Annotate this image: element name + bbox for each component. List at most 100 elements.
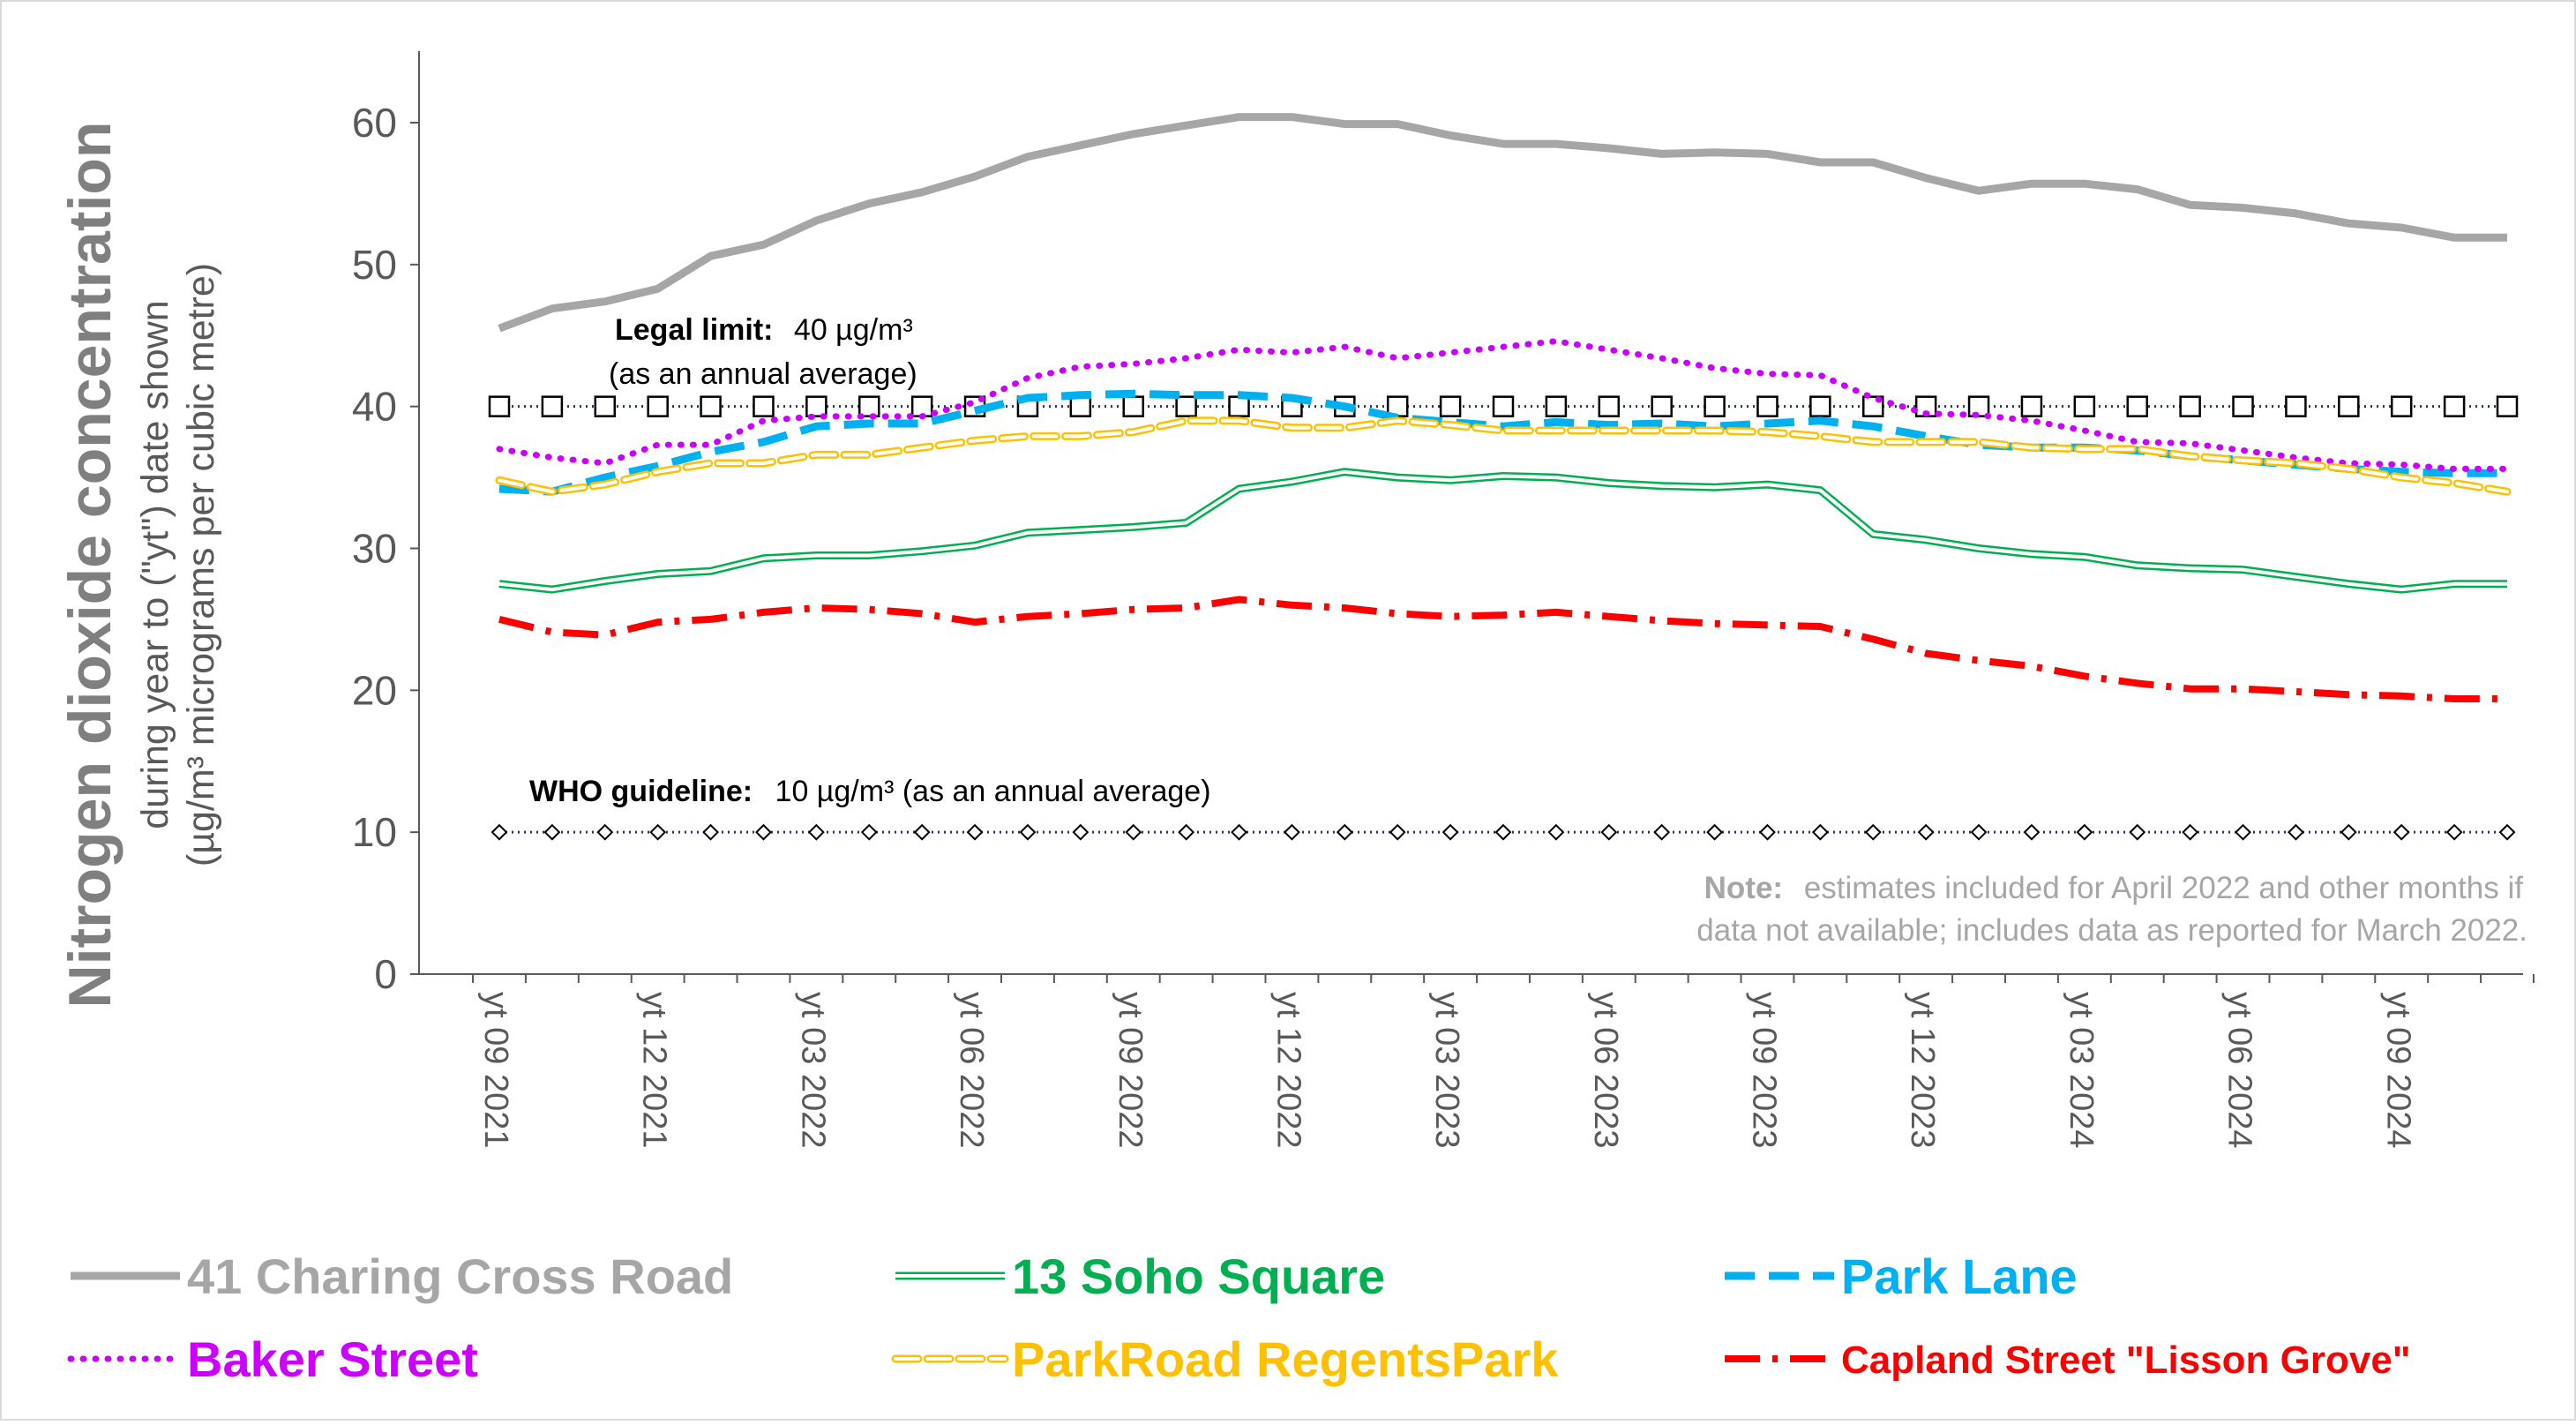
y-tick-label: 10 [352, 809, 397, 855]
legend-label: Capland Street "Lisson Grove" [1841, 1339, 2411, 1382]
who-guideline-marker [966, 823, 984, 841]
legend-label: Baker Street [187, 1331, 478, 1387]
who-guideline-marker [2235, 823, 2251, 841]
legal-limit-marker [1122, 395, 1144, 417]
legal-limit-annotation: Legal limit: 40 µg/m³ [615, 313, 913, 347]
who-guideline-marker [1284, 823, 1300, 841]
who-guideline-marker [2182, 823, 2199, 841]
series-line [498, 596, 2507, 702]
x-tick-label: yt 03 2024 [2063, 992, 2100, 1148]
legend-label: 41 Charing Cross Road [187, 1249, 733, 1304]
y-tick-label: 50 [352, 242, 397, 288]
x-tick-label: yt 06 2022 [953, 992, 990, 1148]
legend-label: ParkRoad RegentsPark [1012, 1331, 1559, 1387]
note-label: Note: [1704, 871, 1783, 905]
who-guideline-marker [913, 823, 931, 841]
legal-limit-marker [1069, 395, 1092, 417]
legend-label: 13 Soho Square [1012, 1249, 1385, 1304]
who-guideline-marker [1970, 823, 1988, 841]
who-guideline-marker [649, 823, 667, 841]
y-tick-label: 40 [352, 384, 397, 430]
legend-label: Park Lane [1841, 1249, 2078, 1304]
note-line-1: Note: estimates included for April 2022 … [1704, 871, 2524, 905]
series-line [498, 113, 2507, 333]
legal-limit-marker [753, 395, 775, 417]
legal-limit-marker [2390, 395, 2413, 417]
who-guideline-marker [1494, 823, 1512, 841]
x-tick-label: yt 12 2022 [1269, 992, 1307, 1148]
y-tick-label: 30 [352, 526, 397, 572]
who-guideline-marker [2076, 823, 2093, 841]
who-guideline-marker [1811, 823, 1829, 841]
x-tick-label: yt 03 2023 [1428, 992, 1465, 1148]
who-guideline-value: 10 µg/m³ (as an annual average) [775, 775, 1211, 808]
who-guideline-marker [1336, 823, 1353, 841]
who-guideline-marker [2129, 823, 2146, 841]
who-guideline-marker [2023, 823, 2041, 841]
who-guideline-marker [2340, 823, 2357, 841]
legal-limit-label: Legal limit: [615, 313, 773, 347]
who-guideline-marker [1706, 823, 1723, 841]
who-guideline-marker [543, 823, 561, 841]
legal-limit-marker [2020, 395, 2043, 417]
who-guideline-marker [1072, 823, 1090, 841]
legal-limit-marker [1439, 395, 1462, 417]
legal-limit-marker [2285, 395, 2307, 417]
who-guideline-marker [490, 823, 508, 841]
legal-limit-marker [1809, 395, 1831, 417]
x-tick-label: yt 12 2023 [1904, 992, 1941, 1148]
who-guideline-marker [1759, 823, 1776, 841]
who-guideline-marker [1178, 823, 1195, 841]
x-tick-label: yt 06 2024 [2221, 992, 2258, 1148]
y-tick-label: 20 [352, 667, 397, 713]
series-line [498, 418, 2509, 494]
series-line [498, 469, 2507, 592]
who-guideline-marker [2445, 823, 2463, 841]
x-tick-label: yt 06 2023 [1587, 992, 1624, 1148]
legend: 41 Charing Cross Road 13 Soho Square Park … [67, 1249, 2411, 1387]
who-guideline-marker [1019, 823, 1037, 841]
x-tick-label: yt 12 2021 [636, 992, 673, 1148]
who-guideline-marker [1864, 823, 1882, 841]
plot-area [488, 113, 2519, 841]
who-guideline-marker [1231, 823, 1247, 841]
legal-limit-marker [1651, 395, 1673, 417]
legal-limit-marker [2338, 395, 2360, 417]
legal-limit-marker [488, 395, 511, 417]
legal-limit-marker [1492, 395, 1515, 417]
x-tick-label: yt 09 2023 [1746, 992, 1783, 1148]
x-tick-label: yt 09 2022 [1112, 992, 1149, 1148]
y-tick-label: 0 [374, 951, 397, 997]
legal-limit-marker [2179, 395, 2201, 417]
legal-limit-marker [1704, 395, 1726, 417]
legal-limit-subnote: (as an annual average) [609, 357, 917, 391]
legal-limit-marker [1967, 395, 1990, 417]
who-guideline-label: WHO guideline: [529, 775, 753, 808]
x-tick-label: yt 09 2024 [2379, 992, 2416, 1148]
y-axis: 0 10 20 30 40 50 60 [352, 51, 420, 997]
who-guideline-marker [860, 823, 878, 841]
who-guideline-marker [702, 823, 719, 841]
who-guideline-marker [1389, 823, 1406, 841]
series-line [496, 338, 2511, 472]
x-tick-label: yt 09 2021 [477, 992, 514, 1148]
legal-limit-marker [2126, 395, 2148, 417]
legal-limit-marker [805, 395, 827, 417]
who-guideline-marker [1917, 823, 1935, 841]
who-guideline-marker [1125, 823, 1142, 841]
legal-limit-marker [1545, 395, 1568, 417]
legal-limit-value: 40 µg/m³ [794, 313, 913, 347]
y-axis-subtitle-1: during year to ("yt") date shown [134, 300, 176, 829]
legal-limit-marker [858, 395, 880, 417]
legal-limit-marker [541, 395, 564, 417]
legal-limit-marker [647, 395, 669, 417]
legal-limit-marker [700, 395, 722, 417]
legal-limit-marker [1756, 395, 1778, 417]
who-guideline-marker [1547, 823, 1565, 841]
y-tick-label: 60 [352, 100, 397, 146]
legal-limit-marker [2073, 395, 2096, 417]
who-guideline-marker [2393, 823, 2410, 841]
note-line-2: data not available; includes data as rep… [1696, 913, 2527, 948]
